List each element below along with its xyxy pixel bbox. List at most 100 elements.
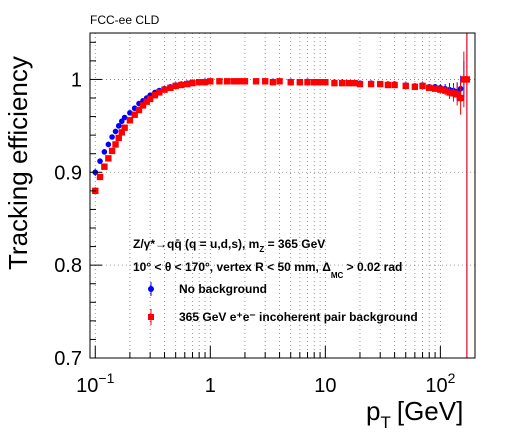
data-point-square (296, 79, 304, 86)
x-tick-label-base: 10 (76, 375, 98, 397)
data-point-square (269, 79, 277, 86)
data-point-circle (101, 149, 108, 155)
data-point-square (450, 90, 457, 97)
x-tick-label: 10−1 (76, 370, 114, 397)
data-point-square (167, 84, 174, 91)
data-point-circle (127, 110, 133, 116)
data-point-square (453, 91, 461, 98)
x-axis-label-main: p (366, 396, 380, 426)
data-point-square (441, 87, 449, 94)
annotation-line-1-tail: = 365 GeV (264, 237, 325, 251)
data-point-square (131, 111, 138, 118)
x-tick-label-base: 10 (314, 375, 336, 397)
annotation-line-2-sub: MC (331, 271, 344, 280)
data-point-square (118, 129, 125, 136)
y-tick-label: 1 (71, 69, 82, 91)
data-point-square (236, 78, 243, 85)
data-point-square (431, 85, 439, 92)
data-point-square (172, 82, 179, 90)
data-point-square (151, 92, 159, 99)
data-point-square (345, 79, 353, 87)
y-axis-label: Tracking efficiency (3, 56, 33, 270)
data-point-square (391, 81, 398, 89)
data-point-square (377, 80, 384, 88)
data-point-square (216, 78, 223, 85)
data-point-square (143, 98, 150, 105)
data-point-square (115, 134, 122, 142)
data-point-square (189, 79, 196, 87)
data-point-square (105, 155, 112, 162)
x-axis-label-unit: [GeV] (397, 396, 463, 426)
legend-label-no-background: No background (179, 282, 267, 296)
data-point-square (126, 117, 134, 124)
chart-title: FCC-ee CLD (90, 13, 160, 27)
data-point-circle (97, 158, 103, 164)
x-tick-label: 1 (205, 375, 216, 397)
data-point-square (230, 78, 237, 85)
x-tick-label-exponent: 2 (448, 370, 456, 386)
data-point-square (139, 102, 147, 109)
data-point-square (351, 79, 358, 87)
data-point-square (195, 79, 203, 86)
data-point-square (121, 124, 128, 131)
legend-label-pair-background: 365 GeV e⁺e⁻ incoherent pair background (179, 310, 418, 324)
data-point-square (184, 80, 191, 88)
x-tick-label: 10 (314, 375, 336, 397)
data-point-square (261, 78, 269, 85)
annotation-line-1-sub: Z (259, 245, 264, 254)
y-tick-label: 0.9 (54, 162, 82, 184)
legend: No background 365 GeV e⁺e⁻ incoherent pa… (148, 282, 418, 325)
data-point-square (338, 79, 346, 87)
data-point-square (178, 81, 185, 89)
data-point-circle (115, 123, 122, 129)
annotation-line-2-tail: > 0.02 rad (343, 260, 402, 274)
legend-marker-no-background (148, 286, 154, 292)
data-point-square (108, 147, 116, 155)
x-axis-label: pT [GeV] (366, 396, 463, 432)
data-point-square (356, 80, 364, 88)
data-point-square (201, 79, 209, 86)
data-point-circle (105, 141, 112, 148)
data-point-square (446, 89, 453, 96)
data-point-square (411, 83, 419, 91)
x-axis-label-sub: T (380, 413, 390, 432)
legend-entry-no-background: No background (148, 282, 267, 296)
data-point-square (241, 78, 249, 85)
data-point-square (287, 79, 294, 86)
legend-entry-pair-background: 365 GeV e⁺e⁻ incoherent pair background (148, 309, 418, 325)
series-1 (92, 33, 471, 358)
x-tick-label: 102 (425, 370, 455, 397)
annotation-line-2: 10° < θ < 170°, vertex R < 50 mm, ΔMC > … (133, 260, 402, 280)
y-tick-label: 0.7 (54, 348, 82, 370)
annotation-line-1-text: Z/γ*→qq̄ (q = u,d,s), m (133, 237, 259, 251)
data-point-square (276, 78, 283, 85)
annotation-line-1: Z/γ*→qq̄ (q = u,d,s), mZ = 365 GeV (133, 237, 325, 254)
data-point-square (161, 86, 168, 93)
data-point-square (146, 95, 154, 103)
data-point-square (135, 106, 143, 114)
data-point-square (207, 78, 214, 85)
data-point-square (463, 76, 471, 83)
data-point-square (112, 141, 119, 148)
annotation-line-2-text: 10° < θ < 170°, vertex R < 50 mm, Δ (133, 260, 331, 274)
legend-marker-pair-background (148, 314, 154, 320)
data-point-square (304, 79, 311, 86)
data-point-square (402, 82, 409, 90)
data-point-square (96, 173, 104, 181)
data-point-square (457, 94, 464, 102)
data-point-square (223, 78, 231, 85)
data-point-circle (109, 134, 115, 140)
y-tick-label: 0.8 (54, 255, 82, 277)
data-point-square (101, 163, 108, 170)
data-point-square (252, 78, 260, 85)
data-point-circle (121, 114, 128, 121)
x-tick-label-base: 10 (425, 375, 447, 397)
data-point-square (322, 79, 329, 86)
data-point-square (419, 82, 426, 90)
data-point-square (426, 84, 433, 91)
data-point-square (156, 89, 163, 96)
data-point-square (331, 79, 338, 87)
